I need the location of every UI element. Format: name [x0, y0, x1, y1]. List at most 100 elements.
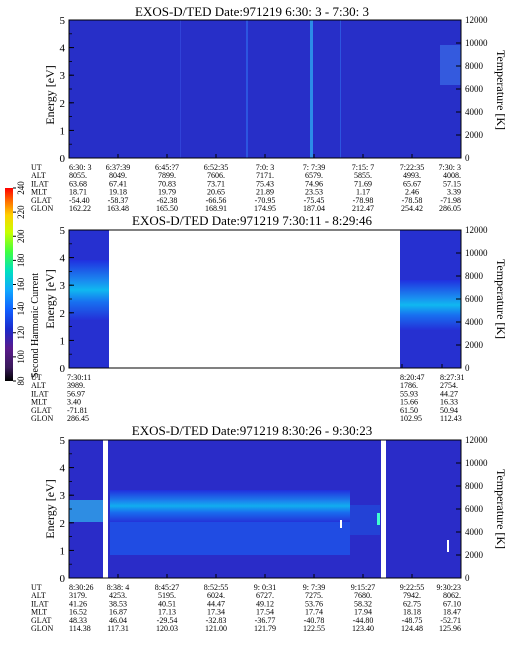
- footer-value: -75.45: [304, 196, 325, 205]
- footer-value: 9: 7:39: [303, 583, 325, 592]
- y2-tick-label: 8000: [465, 61, 484, 71]
- colorbar-tick-label: 100: [16, 350, 26, 364]
- panel-1-stripe: [246, 20, 248, 158]
- footer-value: 18.71: [69, 188, 87, 197]
- footer-value: 7606.: [207, 171, 225, 180]
- footer-row-label: ALT: [31, 381, 46, 390]
- footer-value: 56.97: [67, 389, 85, 398]
- footer-value: 7:0: 3: [256, 163, 274, 172]
- y-tick-label: 0: [60, 363, 66, 375]
- footer-value: 254.42: [401, 204, 423, 213]
- colorbar-tick-label: 80: [16, 376, 26, 386]
- footer-value: 62.75: [403, 599, 421, 608]
- footer-value: 163.48: [107, 204, 129, 213]
- footer-value: 3989.: [67, 381, 85, 390]
- footer-value: 61.50: [400, 406, 418, 415]
- footer-value: -71.98: [440, 196, 461, 205]
- panel-2-axes: 0 1 2 3 4 5 0 2000 4000 6000 8000 10000 12000: [60, 225, 489, 375]
- footer-value: 7275.: [305, 591, 323, 600]
- footer-value: 20.65: [207, 188, 225, 197]
- footer-value: 124.48: [401, 624, 423, 633]
- footer-row-label: ALT: [31, 591, 46, 600]
- footer-value: 7: 7:39: [303, 163, 325, 172]
- footer-value: 7:30:11: [67, 373, 91, 382]
- footer-value: 168.91: [205, 204, 227, 213]
- footer-row-label: MLT: [31, 398, 47, 407]
- panel-3-band-left: [69, 500, 103, 522]
- panel-3-band-core: [110, 490, 350, 522]
- footer-row-label: UT: [31, 373, 42, 382]
- footer-value: -78.98: [353, 196, 374, 205]
- footer-value: 212.47: [352, 204, 374, 213]
- footer-value: 19.18: [109, 188, 127, 197]
- panel-3-band-fade: [350, 505, 380, 535]
- panel-1-stripe: [340, 20, 341, 158]
- panel-1-y2label: Temperature [K]: [494, 50, 505, 130]
- panel-2-band-right: [400, 280, 461, 330]
- footer-value: 6:30: 3: [69, 163, 91, 172]
- footer-value: 6:45:?7: [155, 163, 179, 172]
- footer-value: 6579.: [305, 171, 323, 180]
- footer-row-label: GLAT: [31, 616, 52, 625]
- y2-tick-label: 12000: [465, 435, 488, 445]
- panel-1-stripe: [310, 20, 313, 158]
- footer-value: 8049.: [109, 171, 127, 180]
- y-tick-label: 5: [60, 225, 66, 237]
- panel-1-edge-glow: [440, 45, 461, 85]
- y-tick-label: 1: [60, 545, 66, 557]
- footer-value: 16.87: [109, 608, 127, 617]
- panel-3-y2label: Temperature [K]: [494, 469, 505, 549]
- footer-row-label: GLON: [31, 204, 53, 213]
- y2-tick-label: 6000: [465, 504, 484, 514]
- panel-1-title: EXOS-D/TED Date:971219 6:30: 3 - 7:30: 3: [135, 4, 369, 19]
- colorbar-ticks: 80 100 120 140 160 180 200 220 240: [13, 181, 26, 386]
- footer-value: 2.46: [405, 188, 419, 197]
- footer-row-label: ILAT: [31, 599, 48, 608]
- footer-value: 41.26: [69, 599, 87, 608]
- footer-value: 125.96: [439, 624, 461, 633]
- footer-value: 6024.: [207, 591, 225, 600]
- footer-value: 9: 0:31: [254, 583, 276, 592]
- y2-tick-label: 6000: [465, 84, 484, 94]
- colorbar-tick-label: 120: [16, 326, 26, 340]
- footer-value: 21.89: [256, 188, 274, 197]
- colorbar-tick-label: 140: [16, 301, 26, 315]
- y-tick-label: 1: [60, 335, 66, 347]
- y2-tick-label: 2000: [465, 130, 484, 140]
- footer-row-label: GLAT: [31, 406, 52, 415]
- footer-value: -70.95: [255, 196, 276, 205]
- footer-value: 9:22:55: [400, 583, 424, 592]
- footer-value: -44.80: [353, 616, 374, 625]
- footer-value: 63.68: [69, 179, 87, 188]
- panel-2-band-left: [69, 260, 109, 320]
- panel-1-ylabel: Energy [eV]: [43, 65, 57, 124]
- y-tick-label: 3: [60, 490, 66, 502]
- panel-2-plot-area: [69, 230, 461, 368]
- footer-value: 44.27: [440, 389, 458, 398]
- footer-value: 120.03: [156, 624, 178, 633]
- footer-value: 75.43: [256, 179, 274, 188]
- y2-tick-label: 8000: [465, 481, 484, 491]
- footer-value: 71.69: [354, 179, 372, 188]
- footer-row-label: MLT: [31, 188, 47, 197]
- y2-tick-label: 12000: [465, 15, 488, 25]
- panel-3-hot-mark: [447, 540, 449, 552]
- y-tick-label: 3: [60, 280, 66, 292]
- footer-value: 5855.: [354, 171, 372, 180]
- footer-value: -78.58: [402, 196, 423, 205]
- footer-value: 8:38: 4: [107, 583, 129, 592]
- footer-value: 7:30: 3: [439, 163, 461, 172]
- footer-value: 112.43: [440, 414, 462, 423]
- y-tick-label: 2: [60, 308, 66, 320]
- panel-3-hot-mark: [340, 520, 342, 528]
- footer-value: 53.76: [305, 599, 323, 608]
- footer-value: -29.54: [157, 616, 178, 625]
- footer-value: 174.95: [254, 204, 276, 213]
- footer-value: 19.79: [158, 188, 176, 197]
- footer-value: 16.33: [440, 398, 458, 407]
- footer-value: 9:30:23: [437, 583, 461, 592]
- panel-3-gap: [381, 440, 386, 578]
- y-tick-label: 3: [60, 70, 66, 82]
- footer-row-label: UT: [31, 583, 42, 592]
